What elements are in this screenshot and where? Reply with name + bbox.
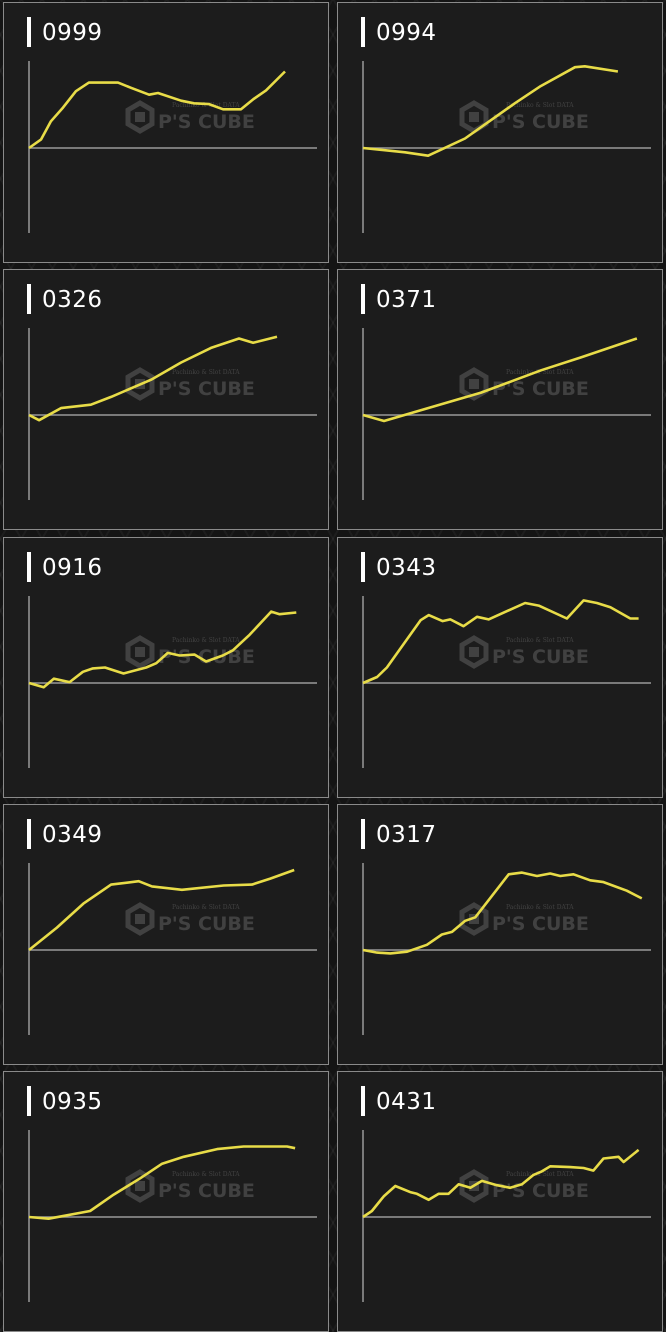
svg-text:Pachinko & Slot DATA: Pachinko & Slot DATA: [172, 1171, 240, 1178]
chart-panel-0935: 0935 P'S CUBE Pachinko & Slot DATA: [3, 1071, 329, 1332]
svg-text:P'S CUBE: P'S CUBE: [492, 1180, 589, 1202]
series-line: [28, 70, 286, 150]
line-chart: P'S CUBE Pachinko & Slot DATA: [362, 328, 651, 500]
svg-text:P'S CUBE: P'S CUBE: [492, 913, 589, 935]
series-line: [362, 871, 643, 955]
series-line: [28, 1145, 296, 1220]
series-line: [362, 1148, 640, 1219]
title-marker: [27, 819, 31, 849]
line-chart: P'S CUBE Pachinko & Slot DATA: [28, 863, 317, 1035]
chart-panel-0371: 0371 P'S CUBE Pachinko & Slot DATA: [337, 269, 663, 530]
watermark-logo: P'S CUBE Pachinko & Slot DATA: [459, 635, 589, 669]
chart-panel-0999: 0999 P'S CUBE Pachinko & Slot DATA: [3, 2, 329, 263]
chart-title: 0994: [376, 20, 437, 46]
title-marker: [361, 17, 365, 47]
watermark-logo: P'S CUBE Pachinko & Slot DATA: [125, 1169, 255, 1203]
chart-title: 0343: [376, 555, 437, 581]
line-chart: P'S CUBE Pachinko & Slot DATA: [362, 61, 651, 233]
title-marker: [27, 17, 31, 47]
title-marker: [361, 552, 365, 582]
watermark-logo: P'S CUBE Pachinko & Slot DATA: [125, 367, 255, 401]
series-line: [362, 337, 638, 423]
svg-text:P'S CUBE: P'S CUBE: [158, 646, 255, 668]
title-marker: [27, 1086, 31, 1116]
svg-text:Pachinko & Slot DATA: Pachinko & Slot DATA: [172, 102, 240, 109]
watermark-logo: P'S CUBE Pachinko & Slot DATA: [125, 635, 255, 669]
chart-panel-0349: 0349 P'S CUBE Pachinko & Slot DATA: [3, 804, 329, 1065]
series-line: [28, 868, 295, 952]
line-chart: P'S CUBE Pachinko & Slot DATA: [28, 1130, 317, 1302]
series-line: [28, 335, 278, 422]
chart-title: 0999: [42, 20, 103, 46]
title-marker: [361, 284, 365, 314]
line-chart: P'S CUBE Pachinko & Slot DATA: [362, 1130, 651, 1302]
svg-text:P'S CUBE: P'S CUBE: [158, 1180, 255, 1202]
line-chart: P'S CUBE Pachinko & Slot DATA: [28, 328, 317, 500]
svg-text:P'S CUBE: P'S CUBE: [158, 378, 255, 400]
chart-panel-0317: 0317 P'S CUBE Pachinko & Slot DATA: [337, 804, 663, 1065]
line-chart: P'S CUBE Pachinko & Slot DATA: [362, 596, 651, 768]
chart-panel-0343: 0343 P'S CUBE Pachinko & Slot DATA: [337, 537, 663, 798]
svg-text:P'S CUBE: P'S CUBE: [492, 378, 589, 400]
svg-text:P'S CUBE: P'S CUBE: [492, 111, 589, 133]
watermark-logo: P'S CUBE Pachinko & Slot DATA: [125, 902, 255, 936]
svg-text:Pachinko & Slot DATA: Pachinko & Slot DATA: [172, 637, 240, 644]
svg-text:Pachinko & Slot DATA: Pachinko & Slot DATA: [506, 1171, 574, 1178]
title-marker: [361, 819, 365, 849]
series-line: [28, 610, 297, 689]
title-marker: [27, 552, 31, 582]
watermark-logo: P'S CUBE Pachinko & Slot DATA: [459, 367, 589, 401]
chart-panel-0326: 0326 P'S CUBE Pachinko & Slot DATA: [3, 269, 329, 530]
svg-text:Pachinko & Slot DATA: Pachinko & Slot DATA: [506, 102, 574, 109]
series-line: [362, 599, 639, 685]
watermark-logo: P'S CUBE Pachinko & Slot DATA: [459, 1169, 589, 1203]
chart-title: 0326: [42, 287, 103, 313]
title-marker: [27, 284, 31, 314]
chart-title: 0371: [376, 287, 437, 313]
title-marker: [361, 1086, 365, 1116]
chart-title: 0317: [376, 822, 437, 848]
svg-text:Pachinko & Slot DATA: Pachinko & Slot DATA: [506, 637, 574, 644]
svg-text:P'S CUBE: P'S CUBE: [158, 111, 255, 133]
svg-text:P'S CUBE: P'S CUBE: [158, 913, 255, 935]
chart-title: 0349: [42, 822, 103, 848]
svg-text:Pachinko & Slot DATA: Pachinko & Slot DATA: [506, 904, 574, 911]
chart-panel-0916: 0916 P'S CUBE Pachinko & Slot DATA: [3, 537, 329, 798]
svg-text:Pachinko & Slot DATA: Pachinko & Slot DATA: [172, 904, 240, 911]
svg-text:P'S CUBE: P'S CUBE: [492, 646, 589, 668]
svg-text:Pachinko & Slot DATA: Pachinko & Slot DATA: [506, 369, 574, 376]
svg-text:Pachinko & Slot DATA: Pachinko & Slot DATA: [172, 369, 240, 376]
series-line: [362, 64, 619, 157]
line-chart: P'S CUBE Pachinko & Slot DATA: [28, 596, 317, 768]
chart-panel-0994: 0994 P'S CUBE Pachinko & Slot DATA: [337, 2, 663, 263]
chart-title: 0935: [42, 1089, 103, 1115]
chart-panel-0431: 0431 P'S CUBE Pachinko & Slot DATA: [337, 1071, 663, 1332]
chart-title: 0916: [42, 555, 103, 581]
line-chart: P'S CUBE Pachinko & Slot DATA: [28, 61, 317, 233]
line-chart: P'S CUBE Pachinko & Slot DATA: [362, 863, 651, 1035]
watermark-logo: P'S CUBE Pachinko & Slot DATA: [125, 100, 255, 134]
chart-title: 0431: [376, 1089, 437, 1115]
